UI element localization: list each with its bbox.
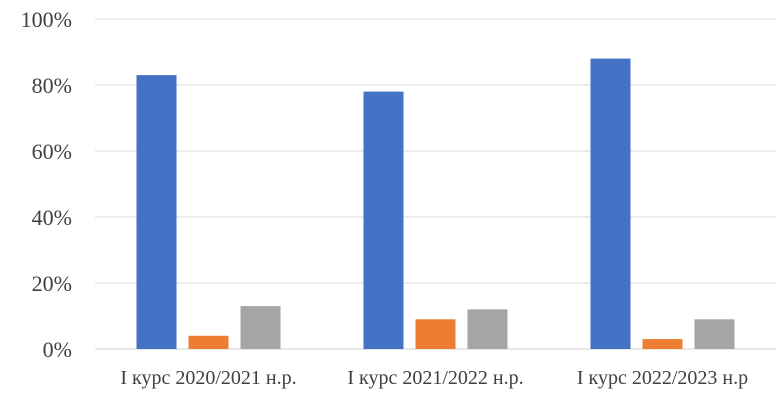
y-tick-label: 0% <box>43 337 72 362</box>
bar-series-2-cat-3 <box>642 339 683 349</box>
x-category-label: І курс 2020/2021 н.р. <box>120 367 296 389</box>
x-category-label: І курс 2022/2023 н.р <box>577 367 748 389</box>
bar-series-1-cat-3 <box>590 58 631 349</box>
y-tick-label: 80% <box>32 73 72 98</box>
bar-series-3-cat-2 <box>467 309 508 349</box>
bar-series-1-cat-1 <box>136 75 177 349</box>
bar-series-2-cat-2 <box>415 319 456 349</box>
y-tick-label: 60% <box>32 139 72 164</box>
y-tick-label: 40% <box>32 205 72 230</box>
x-category-label: І курс 2021/2022 н.р. <box>347 367 523 389</box>
y-tick-label: 100% <box>21 7 72 32</box>
bar-series-2-cat-1 <box>188 335 229 349</box>
bar-series-3-cat-1 <box>240 306 281 349</box>
y-tick-label: 20% <box>32 271 72 296</box>
bar-series-1-cat-2 <box>363 91 404 349</box>
bar-series-3-cat-3 <box>694 319 735 349</box>
